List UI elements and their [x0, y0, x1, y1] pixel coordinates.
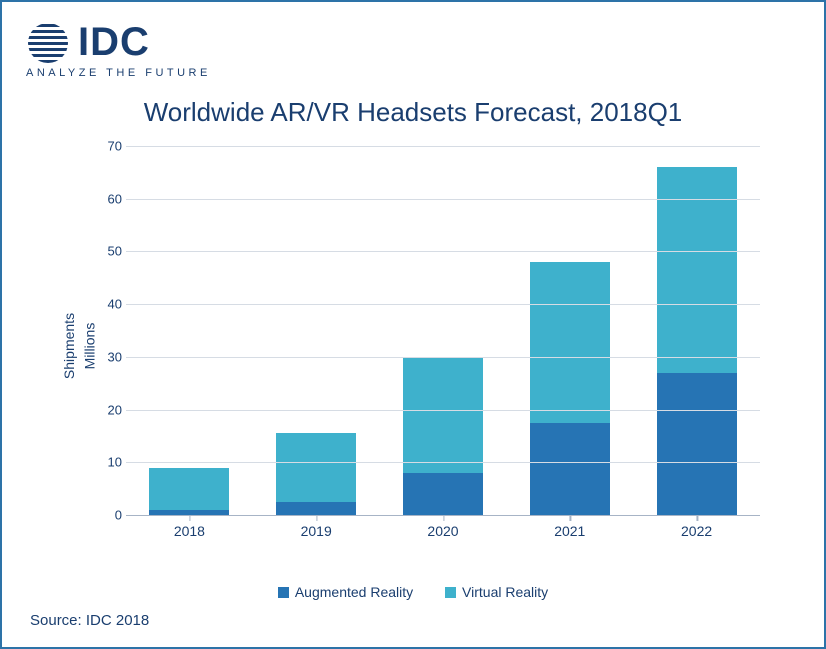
- y-tick-label: 40: [94, 297, 122, 312]
- y-tick-label: 70: [94, 139, 122, 154]
- y-tick-label: 10: [94, 455, 122, 470]
- bar-slot: 2019: [276, 146, 356, 515]
- bar-slot: 2020: [403, 146, 483, 515]
- bar-segment: [403, 357, 483, 473]
- bar-segment: [276, 502, 356, 515]
- bar: [149, 468, 229, 515]
- bar-segment: [276, 433, 356, 502]
- legend: Augmented Reality Virtual Reality: [26, 584, 800, 601]
- legend-item-ar: Augmented Reality: [278, 584, 413, 600]
- brand-logo: IDC: [26, 20, 800, 65]
- grid-line: [126, 251, 760, 252]
- legend-swatch-vr: [445, 587, 456, 598]
- bar-segment: [403, 473, 483, 515]
- chart-title: Worldwide AR/VR Headsets Forecast, 2018Q…: [26, 97, 800, 128]
- plot-region: 20182019202020212022 010203040506070: [126, 146, 760, 516]
- y-tick-label: 20: [94, 402, 122, 417]
- bar: [276, 433, 356, 515]
- bar-segment: [657, 373, 737, 515]
- y-tick-label: 0: [94, 508, 122, 523]
- bar-slot: 2021: [530, 146, 610, 515]
- x-tick-label: 2018: [174, 523, 205, 539]
- chart-frame: IDC ANALYZE THE FUTURE Worldwide AR/VR H…: [0, 0, 826, 649]
- bar-slot: 2022: [657, 146, 737, 515]
- bar: [530, 262, 610, 515]
- y-axis-label-outer: Shipments: [61, 313, 77, 379]
- grid-line: [126, 304, 760, 305]
- y-tick-label: 50: [94, 244, 122, 259]
- bar-segment: [530, 423, 610, 515]
- bar-segment: [149, 468, 229, 510]
- x-tick-label: 2020: [427, 523, 458, 539]
- grid-line: [126, 357, 760, 358]
- y-tick-label: 30: [94, 349, 122, 364]
- source-text: Source: IDC 2018: [30, 612, 149, 629]
- bars-container: 2018 2019 2020 2021 2022: [126, 146, 760, 515]
- globe-icon: [26, 21, 70, 65]
- x-tick-label: 2019: [301, 523, 332, 539]
- brand-name: IDC: [78, 20, 150, 65]
- y-tick-label: 60: [94, 191, 122, 206]
- bar-segment: [530, 262, 610, 423]
- grid-line: [126, 462, 760, 463]
- legend-label-ar: Augmented Reality: [295, 584, 413, 600]
- brand-tagline: ANALYZE THE FUTURE: [26, 67, 800, 79]
- chart-area: Shipments Millions 20182019202020212022 …: [56, 146, 770, 546]
- bar-slot: 2018: [149, 146, 229, 515]
- grid-line: [126, 199, 760, 200]
- legend-swatch-ar: [278, 587, 289, 598]
- legend-item-vr: Virtual Reality: [445, 584, 548, 600]
- grid-line: [126, 410, 760, 411]
- x-tick-label: 2022: [681, 523, 712, 539]
- bar: [403, 357, 483, 515]
- grid-line: [126, 146, 760, 147]
- legend-label-vr: Virtual Reality: [462, 584, 548, 600]
- x-tick-label: 2021: [554, 523, 585, 539]
